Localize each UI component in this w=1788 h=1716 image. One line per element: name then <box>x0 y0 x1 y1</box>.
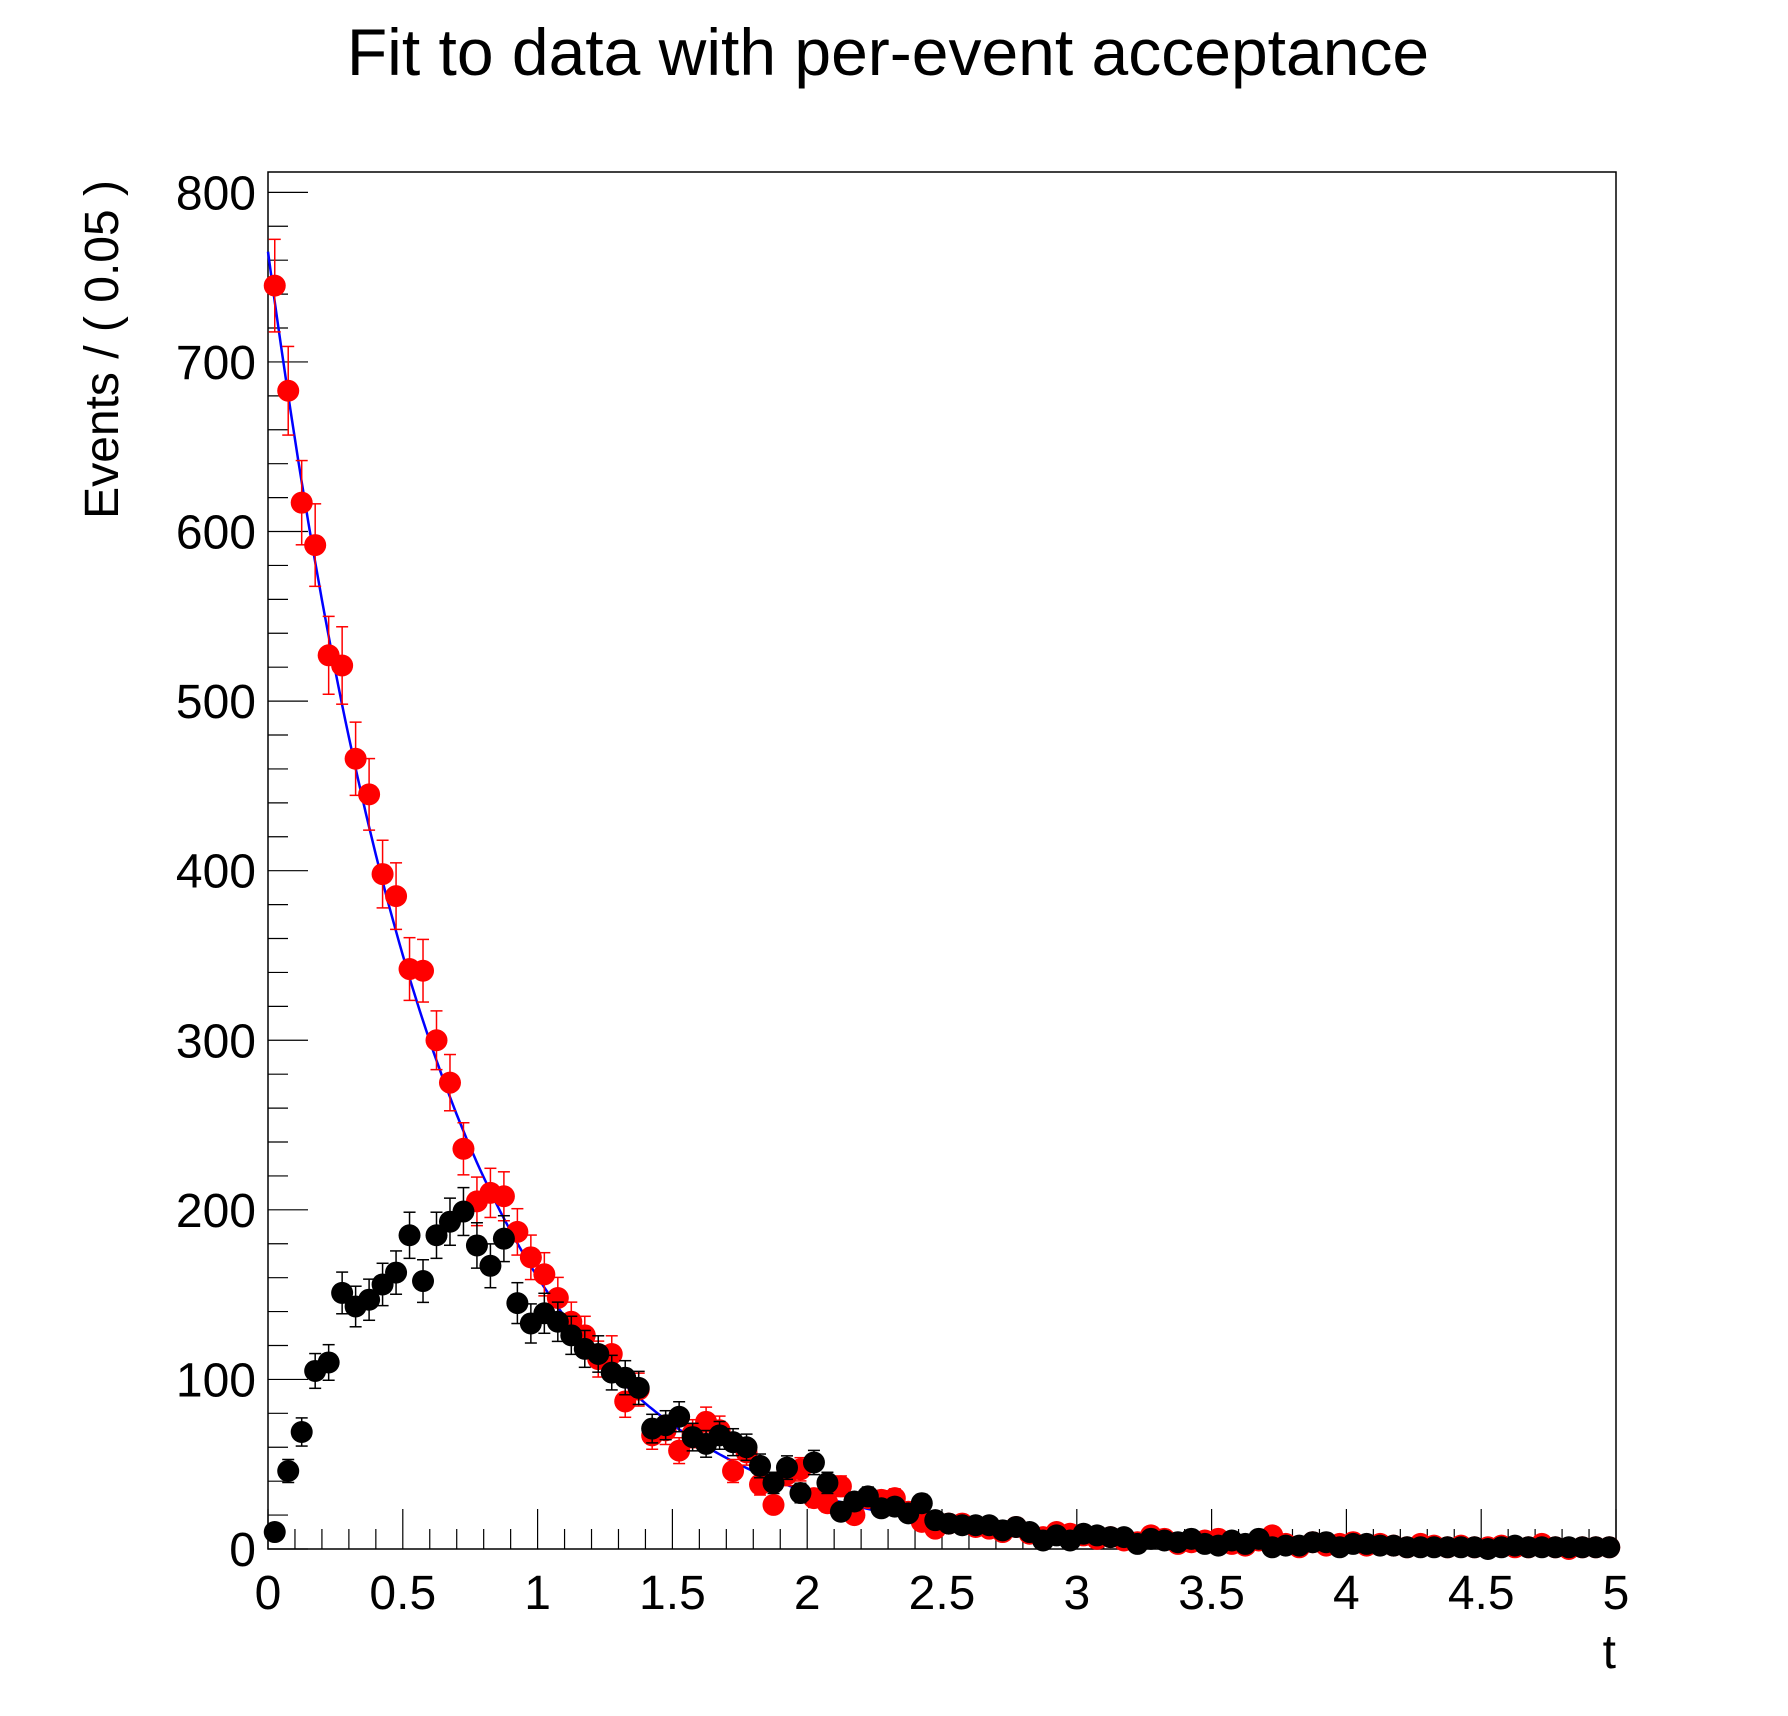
data-point <box>263 1521 286 1544</box>
data-point <box>412 959 435 982</box>
data-point <box>385 885 408 908</box>
data-point <box>331 654 354 677</box>
x-tick-label: 5 <box>1603 1567 1630 1620</box>
data-point <box>412 1270 435 1293</box>
data-point <box>438 1071 461 1094</box>
data-point <box>722 1459 745 1482</box>
data-point <box>317 1351 340 1374</box>
data-point <box>371 863 394 886</box>
data-point <box>479 1254 502 1277</box>
data-point <box>385 1261 408 1284</box>
data-point <box>277 379 300 402</box>
data-point <box>910 1492 933 1515</box>
data-point <box>775 1456 798 1479</box>
y-tick-label: 600 <box>176 507 256 560</box>
data-point <box>344 747 367 770</box>
y-axis-label: Events / ( 0.05 ) <box>76 180 129 519</box>
x-tick-label: 2.5 <box>909 1567 976 1620</box>
data-point <box>802 1451 825 1474</box>
y-tick-label: 400 <box>176 846 256 899</box>
data-point <box>358 783 381 806</box>
data-point <box>304 534 327 557</box>
data-point <box>452 1137 475 1160</box>
axes: 0 100 200 300 400 500 600 700 800 0 0.5 1 1.5 2 2.5 3 3.… <box>176 167 1629 1620</box>
data-point <box>290 491 313 514</box>
data-point <box>358 1288 381 1311</box>
x-tick-label: 3 <box>1063 1567 1090 1620</box>
data-point <box>398 1224 421 1247</box>
data-point <box>762 1493 785 1516</box>
y-tick-label: 0 <box>229 1524 256 1577</box>
points-layer <box>263 238 1621 1560</box>
data-point <box>762 1471 785 1494</box>
x-tick-label: 1.5 <box>639 1567 706 1620</box>
data-point <box>331 1281 354 1304</box>
data-point <box>290 1420 313 1443</box>
data-point <box>627 1376 650 1399</box>
y-tick-label: 700 <box>176 337 256 390</box>
data-point <box>425 1029 448 1052</box>
data-point <box>587 1342 610 1365</box>
fit-curve <box>266 251 1616 1550</box>
y-tick-label: 300 <box>176 1015 256 1068</box>
chart-title: Fit to data with per-event acceptance <box>347 15 1429 89</box>
data-point <box>492 1227 515 1250</box>
y-tick-label: 800 <box>176 167 256 220</box>
data-point <box>560 1324 583 1347</box>
data-point <box>492 1185 515 1208</box>
data-point <box>1598 1536 1621 1559</box>
data-point <box>263 274 286 297</box>
data-point <box>519 1246 542 1269</box>
x-tick-label: 1 <box>524 1567 551 1620</box>
data-point <box>668 1439 691 1462</box>
data-point <box>533 1263 556 1286</box>
data-point <box>816 1471 839 1494</box>
fit-layer <box>266 251 1616 1550</box>
data-point <box>546 1287 569 1310</box>
data-point <box>452 1200 475 1223</box>
data-point <box>668 1405 691 1428</box>
x-axis-label: t <box>1603 1626 1616 1679</box>
plot-frame <box>267 171 1617 1550</box>
series-data-with-acceptance <box>263 1186 1621 1560</box>
x-tick-label: 0 <box>255 1567 282 1620</box>
data-point <box>749 1454 772 1477</box>
data-point <box>546 1310 569 1333</box>
x-tick-label: 0.5 <box>369 1567 436 1620</box>
data-point <box>425 1224 448 1247</box>
data-point <box>277 1459 300 1482</box>
y-tick-label: 500 <box>176 676 256 729</box>
x-tick-label: 4.5 <box>1448 1567 1515 1620</box>
series-data <box>263 238 1621 1560</box>
x-tick-label: 2 <box>794 1567 821 1620</box>
data-point <box>789 1482 812 1505</box>
data-point <box>506 1292 529 1315</box>
y-tick-label: 100 <box>176 1354 256 1407</box>
x-tick-label: 4 <box>1333 1567 1360 1620</box>
data-point <box>735 1436 758 1459</box>
x-tick-label: 3.5 <box>1178 1567 1245 1620</box>
y-tick-label: 200 <box>176 1185 256 1238</box>
data-point <box>465 1234 488 1257</box>
